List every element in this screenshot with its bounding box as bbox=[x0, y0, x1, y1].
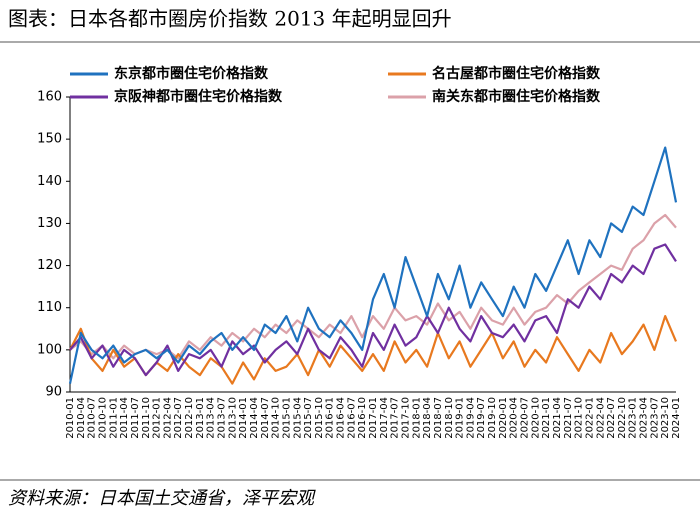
x-tick-label: 2022-01 bbox=[584, 397, 595, 439]
source: 资料来源：日本国土交通省，泽平宏观 bbox=[8, 488, 316, 509]
x-tick-label: 2017-01 bbox=[368, 397, 379, 439]
x-tick-label: 2023-04 bbox=[639, 397, 650, 439]
x-tick-label: 2015-10 bbox=[314, 397, 325, 439]
x-tick-label: 2011-10 bbox=[141, 397, 152, 439]
legend-label: 京阪神都市圈住宅价格指数 bbox=[114, 88, 283, 105]
y-tick-label: 90 bbox=[45, 385, 62, 400]
x-tick-label: 2020-04 bbox=[509, 397, 520, 439]
x-tick-label: 2012-01 bbox=[152, 397, 163, 439]
x-tick-label: 2018-10 bbox=[444, 397, 455, 439]
x-tick-label: 2014-07 bbox=[260, 397, 271, 439]
x-tick-label: 2021-07 bbox=[563, 397, 574, 439]
x-tick-label: 2024-01 bbox=[671, 397, 682, 439]
x-tick-label: 2012-10 bbox=[184, 397, 195, 439]
x-tick-label: 2019-04 bbox=[465, 397, 476, 439]
x-tick-label: 2020-01 bbox=[498, 397, 509, 439]
x-tick-label: 2010-07 bbox=[87, 397, 98, 439]
x-tick-label: 2020-07 bbox=[520, 397, 531, 439]
x-tick-label: 2011-01 bbox=[108, 397, 119, 439]
x-tick-label: 2010-04 bbox=[76, 397, 87, 439]
x-tick-label: 2023-01 bbox=[628, 397, 639, 439]
x-tick-label: 2017-10 bbox=[400, 397, 411, 439]
y-tick-label: 110 bbox=[37, 300, 62, 315]
legend-label: 东京都市圈住宅价格指数 bbox=[114, 65, 269, 82]
x-tick-label: 2023-07 bbox=[649, 397, 660, 439]
x-tick-label: 2013-01 bbox=[195, 397, 206, 439]
x-tick-label: 2016-10 bbox=[357, 397, 368, 439]
x-tick-label: 2018-07 bbox=[433, 397, 444, 439]
x-tick-label: 2012-04 bbox=[162, 397, 173, 439]
y-tick-label: 160 bbox=[37, 90, 62, 105]
x-tick-label: 2013-07 bbox=[217, 397, 228, 439]
x-tick-label: 2018-01 bbox=[411, 397, 422, 439]
x-tick-label: 2014-10 bbox=[271, 397, 282, 439]
x-tick-label: 2021-04 bbox=[552, 397, 563, 439]
x-tick-label: 2012-07 bbox=[173, 397, 184, 439]
x-tick-label: 2015-04 bbox=[292, 397, 303, 439]
x-tick-label: 2022-07 bbox=[606, 397, 617, 439]
x-tick-label: 2018-04 bbox=[422, 397, 433, 439]
x-tick-label: 2017-07 bbox=[390, 397, 401, 439]
y-tick-label: 120 bbox=[37, 258, 62, 273]
x-tick-label: 2017-04 bbox=[379, 397, 390, 439]
x-tick-label: 2016-01 bbox=[325, 397, 336, 439]
x-tick-label: 2014-04 bbox=[249, 397, 260, 439]
x-tick-label: 2016-07 bbox=[346, 397, 357, 439]
chart-title: 图表：日本各都市圈房价指数 2013 年起明显回升 bbox=[8, 7, 452, 31]
y-tick-label: 140 bbox=[37, 174, 62, 189]
x-tick-label: 2022-04 bbox=[595, 397, 606, 439]
x-tick-label: 2021-01 bbox=[541, 397, 552, 439]
y-tick-label: 100 bbox=[37, 342, 62, 357]
x-tick-label: 2019-10 bbox=[487, 397, 498, 439]
x-tick-label: 2022-10 bbox=[617, 397, 628, 439]
y-tick-label: 130 bbox=[37, 216, 62, 231]
series-line bbox=[68, 146, 678, 384]
legend-label: 名古屋都市圈住宅价格指数 bbox=[432, 65, 601, 82]
x-tick-label: 2016-04 bbox=[336, 397, 347, 439]
series-line bbox=[69, 213, 677, 360]
x-tick-label: 2014-01 bbox=[238, 397, 249, 439]
x-tick-label: 2013-04 bbox=[206, 397, 217, 439]
x-tick-label: 2019-01 bbox=[455, 397, 466, 439]
x-tick-label: 2011-04 bbox=[119, 397, 130, 439]
x-tick-label: 2020-10 bbox=[530, 397, 541, 439]
x-tick-label: 2019-07 bbox=[476, 397, 487, 439]
x-tick-label: 2010-10 bbox=[97, 397, 108, 439]
series-line bbox=[69, 315, 678, 385]
y-tick-label: 150 bbox=[37, 132, 62, 147]
x-tick-label: 2010-01 bbox=[65, 397, 76, 439]
x-tick-label: 2013-10 bbox=[227, 397, 238, 439]
x-tick-label: 2015-01 bbox=[281, 397, 292, 439]
x-tick-label: 2023-10 bbox=[660, 397, 671, 439]
x-tick-label: 2021-10 bbox=[574, 397, 585, 439]
x-tick-label: 2011-07 bbox=[130, 397, 141, 439]
x-tick-label: 2015-07 bbox=[303, 397, 314, 439]
legend-label: 南关东都市圈住宅价格指数 bbox=[432, 88, 601, 105]
